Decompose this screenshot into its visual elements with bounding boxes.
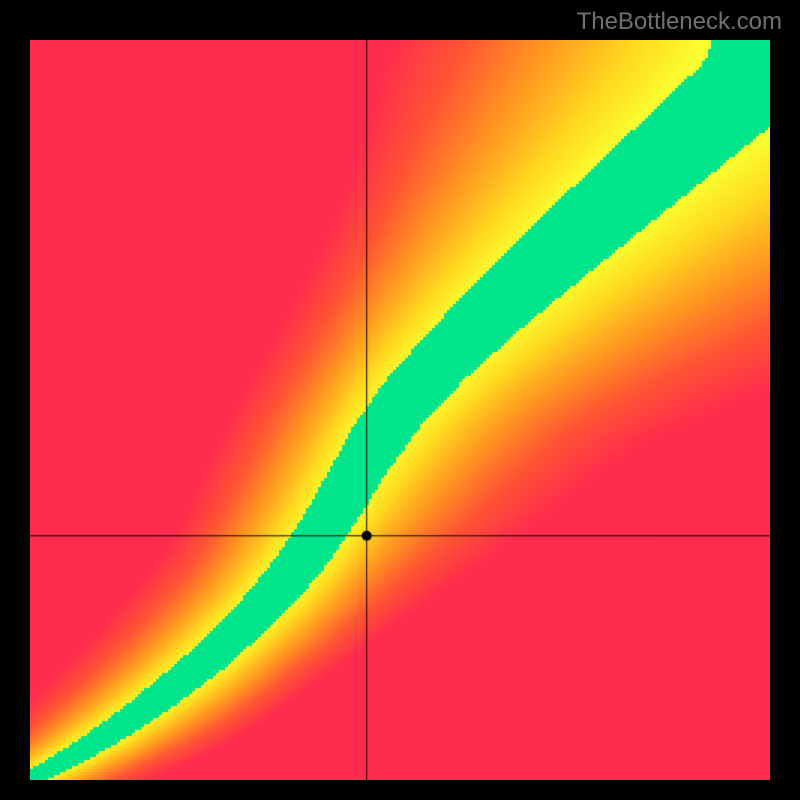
heatmap-plot [30,40,770,780]
heatmap-canvas [30,40,770,780]
chart-container: TheBottleneck.com [0,0,800,800]
watermark-text: TheBottleneck.com [577,8,782,36]
